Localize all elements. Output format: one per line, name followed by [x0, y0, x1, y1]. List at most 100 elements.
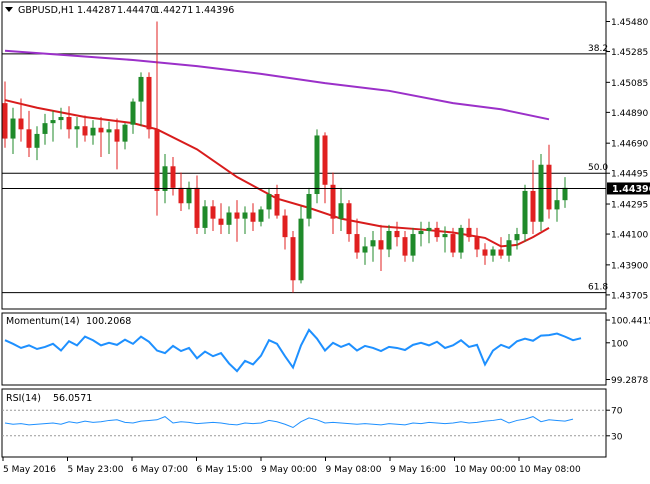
- candle-body: [122, 124, 128, 142]
- time-tick-label: 6 May 07:00: [132, 465, 188, 475]
- candle-body: [562, 187, 568, 201]
- candle: [458, 224, 464, 259]
- time-tick-label: 5 May 23:00: [68, 465, 124, 475]
- candle-body: [210, 206, 216, 219]
- candle-body: [154, 129, 160, 191]
- time-tick-label: 6 May 15:00: [197, 465, 253, 475]
- current-price-label: 1.44396: [612, 184, 650, 195]
- candle-body: [522, 190, 528, 235]
- candle-body: [410, 234, 416, 256]
- candle: [202, 200, 208, 235]
- candle-body: [234, 212, 240, 219]
- candle: [282, 209, 288, 250]
- candle-body: [450, 234, 456, 253]
- candle-body: [538, 164, 544, 222]
- candle: [58, 107, 64, 130]
- candle-body: [138, 76, 144, 102]
- candle-body: [434, 227, 440, 238]
- candle-body: [474, 237, 480, 250]
- candle: [362, 237, 368, 265]
- candle-body: [330, 184, 336, 219]
- candle-body: [402, 237, 408, 256]
- candle: [314, 129, 320, 204]
- momentum-line: [4, 328, 582, 373]
- candle: [562, 177, 568, 208]
- candle: [34, 126, 40, 161]
- candle: [546, 144, 552, 219]
- moving-average-line: [4, 49, 550, 121]
- candle: [234, 200, 240, 242]
- price-tick-label: 1.44100: [611, 231, 648, 241]
- candle-body: [2, 103, 8, 139]
- momentum-panel-frame: [1, 312, 607, 386]
- symbol-label: GBPUSD,H1: [18, 5, 74, 16]
- candle-body: [10, 118, 16, 139]
- candle-body: [250, 212, 256, 222]
- candle-body: [50, 120, 56, 124]
- candle: [474, 227, 480, 258]
- time-tick-label: 5 May 2016: [3, 465, 56, 475]
- candle-body: [338, 203, 344, 219]
- rsi-tick-label: 30: [611, 432, 623, 442]
- candle-body: [90, 127, 96, 136]
- candle-body: [266, 194, 272, 210]
- rsi-line: [4, 416, 574, 429]
- candle: [26, 110, 32, 158]
- candle-body: [290, 237, 296, 281]
- candle: [10, 107, 16, 154]
- candle: [258, 206, 264, 227]
- candle-body: [298, 218, 304, 281]
- price-tick-label: 1.44295: [611, 201, 648, 211]
- fib-level-label: 61.8: [588, 283, 608, 293]
- candle: [354, 218, 360, 259]
- candle: [338, 187, 344, 231]
- candle: [522, 184, 528, 242]
- candle: [530, 160, 536, 235]
- price-panel[interactable]: GBPUSD,H1 1.44287 1.44470 1.44271 1.4439…: [1, 1, 650, 310]
- candle-body: [42, 123, 48, 134]
- candle: [538, 153, 544, 231]
- candle-body: [170, 166, 176, 188]
- momentum-tick-label: 99.2878: [611, 376, 648, 386]
- momentum-tick-label: 100.4415: [611, 317, 650, 327]
- rsi-panel[interactable]: RSI(14) 56.0571 70 30: [1, 388, 623, 458]
- candle-body: [346, 203, 352, 235]
- momentum-axis: 100.4415 100 99.2878: [606, 317, 650, 386]
- moving-average-line: [4, 99, 550, 248]
- candle-body: [530, 190, 536, 222]
- candle: [42, 113, 48, 145]
- rsi-axis: 70 30: [2, 407, 623, 442]
- candle-body: [98, 127, 104, 133]
- candle-body: [258, 209, 264, 222]
- candle-body: [178, 187, 184, 204]
- candle-body: [282, 215, 288, 238]
- candle-body: [274, 194, 280, 216]
- candle-body: [482, 249, 488, 256]
- candle: [2, 81, 8, 148]
- candle: [210, 200, 216, 231]
- price-tick-label: 1.44890: [611, 109, 648, 119]
- price-tick-label: 1.43900: [611, 261, 648, 271]
- candle-body: [114, 129, 120, 142]
- candle-body: [306, 194, 312, 219]
- candle-body: [82, 126, 88, 136]
- candle-body: [186, 187, 192, 204]
- price-axis: 1.45480 1.45285 1.45085 1.44890 1.44690 1.444…: [606, 18, 648, 301]
- close-price: 1.44396: [195, 5, 234, 16]
- candle: [66, 106, 72, 139]
- candle-body: [514, 234, 520, 241]
- candle-body: [146, 76, 152, 130]
- candle: [170, 157, 176, 196]
- candle: [306, 187, 312, 227]
- candle-body: [426, 227, 432, 231]
- time-tick-label: 9 May 08:00: [326, 465, 382, 475]
- momentum-panel[interactable]: Momentum(14) 100.2068 100.4415 100 99.2878: [1, 312, 650, 386]
- candle: [514, 227, 520, 250]
- candle: [242, 206, 248, 235]
- price-tick-label: 1.45480: [611, 18, 648, 28]
- candle: [490, 246, 496, 262]
- fib-level-label: 38.2: [588, 44, 608, 54]
- candle: [98, 116, 104, 158]
- candle: [178, 172, 184, 211]
